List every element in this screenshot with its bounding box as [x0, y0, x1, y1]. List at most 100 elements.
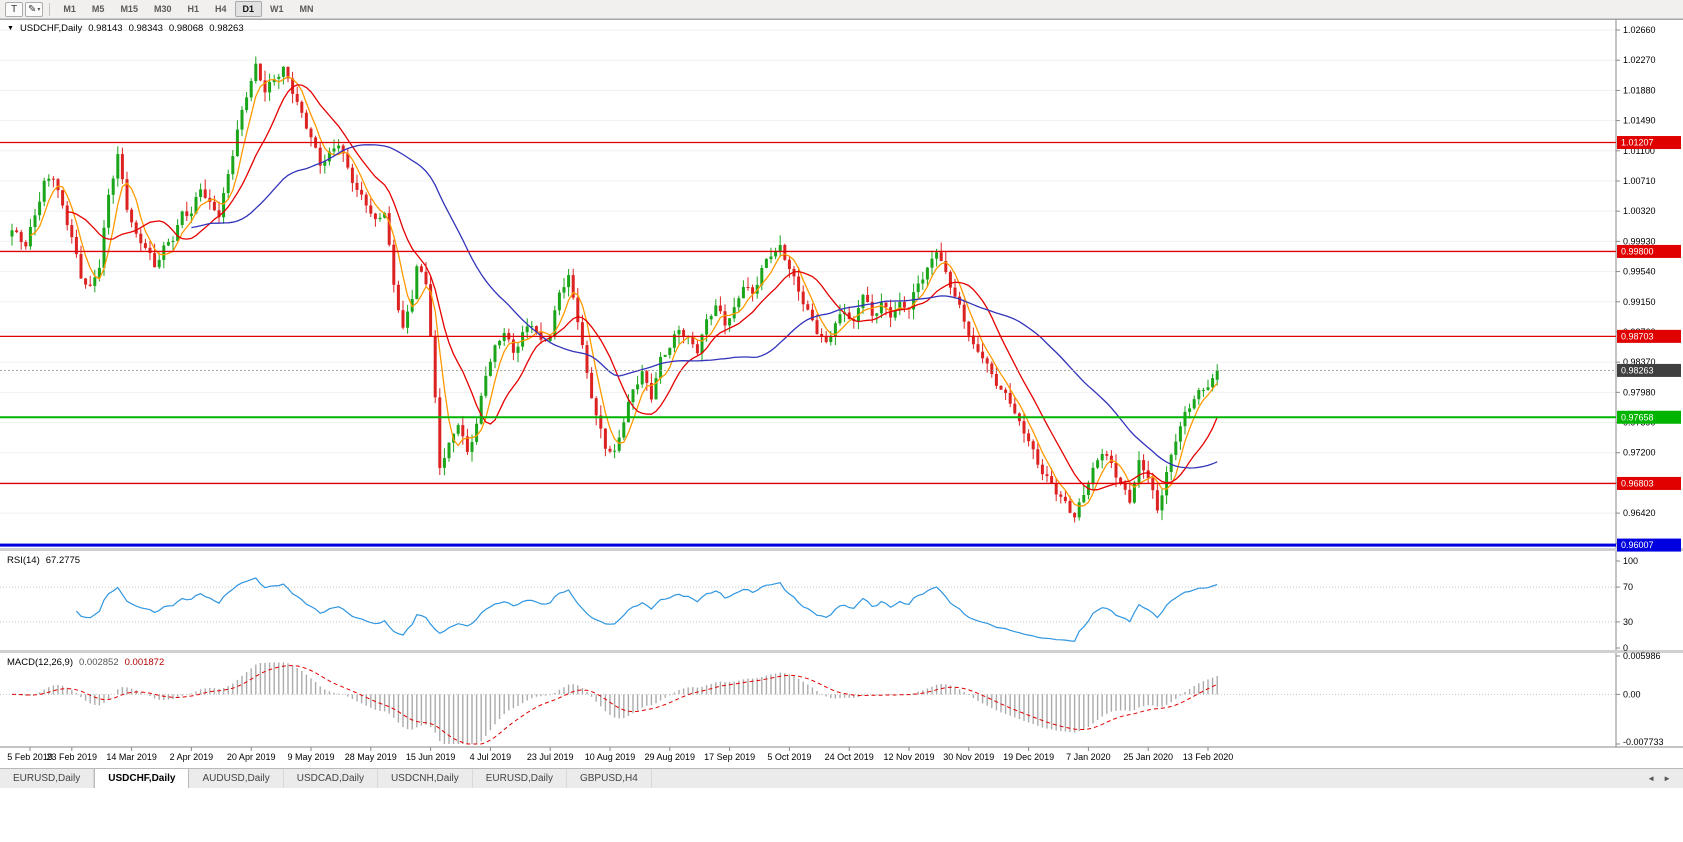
svg-text:14 Mar 2019: 14 Mar 2019 [106, 752, 157, 762]
pencil-icon: ✎ [28, 3, 37, 15]
tabs-scroll-left-button[interactable]: ◄ [1647, 774, 1656, 783]
svg-text:1.02270: 1.02270 [1623, 55, 1656, 65]
svg-text:5 Feb 2019: 5 Feb 2019 [7, 752, 53, 762]
macd-indicator-label: MACD(12,26,9) 0.002852 0.001872 [7, 657, 164, 668]
symbol-label: USDCHF,Daily [19, 23, 83, 34]
time-scale[interactable] [0, 747, 1616, 765]
svg-text:28 May 2019: 28 May 2019 [345, 752, 397, 762]
frame-layer [0, 19, 1683, 748]
svg-text:30: 30 [1623, 617, 1633, 627]
open-value: 0.98143 [88, 23, 123, 34]
level-price-badge [1617, 136, 1681, 150]
rsi-layer [0, 577, 1616, 642]
svg-text:0: 0 [1623, 643, 1628, 653]
chart-tab-usdcad-daily[interactable]: USDCAD,Daily [283, 769, 378, 788]
toolbar-separator [49, 2, 51, 16]
svg-text:0.99800: 0.99800 [1621, 246, 1654, 256]
svg-text:15 Jun 2019: 15 Jun 2019 [406, 752, 456, 762]
macd-layer [0, 662, 1616, 745]
macd-value: 0.002852 [79, 657, 119, 668]
svg-text:24 Oct 2019: 24 Oct 2019 [825, 752, 874, 762]
svg-text:0.96803: 0.96803 [1621, 478, 1654, 488]
candles-layer [10, 56, 1219, 523]
svg-text:1.00320: 1.00320 [1623, 206, 1656, 216]
svg-text:13 Feb 2020: 13 Feb 2020 [1183, 752, 1234, 762]
svg-text:30 Nov 2019: 30 Nov 2019 [943, 752, 994, 762]
chart-tabs: EURUSD,Daily USDCHF,Daily AUDUSD,Daily USDC… [0, 769, 652, 788]
levels-layer [0, 141, 1616, 547]
svg-text:1.01880: 1.01880 [1623, 85, 1656, 95]
pane-divider[interactable] [0, 650, 1683, 653]
timeframe-button-m1[interactable]: M1 [55, 1, 84, 17]
main-chart-pane[interactable] [0, 20, 1616, 546]
chart-tab-gbpusd-h4[interactable]: GBPUSD,H4 [566, 769, 652, 788]
timeframe-button-h1[interactable]: H1 [179, 1, 207, 17]
svg-text:23 Feb 2019: 23 Feb 2019 [47, 752, 98, 762]
svg-text:0.98703: 0.98703 [1621, 331, 1654, 341]
sma-13-line [67, 84, 1218, 491]
svg-text:25 Jan 2020: 25 Jan 2020 [1123, 752, 1173, 762]
timeframe-button-mn[interactable]: MN [292, 1, 322, 17]
timeframe-button-group: M1 M5 M15 M30 H1 H4 D1 W1 MN [55, 1, 321, 17]
close-value: 0.98263 [209, 23, 244, 34]
tab-scroll-controls: ◄ ► [1635, 769, 1683, 788]
level-price-badge [1617, 410, 1681, 424]
svg-text:0.005986: 0.005986 [1623, 651, 1661, 661]
rsi-pane[interactable] [0, 552, 1616, 648]
rsi-indicator-label: RSI(14) 67.2775 [7, 555, 80, 566]
draw-tool-button[interactable]: ✎ ▾ [25, 1, 44, 17]
chart-tab-eurusd-daily[interactable]: EURUSD,Daily [0, 769, 95, 788]
timeframe-button-w1[interactable]: W1 [262, 1, 292, 17]
svg-text:0.98370: 0.98370 [1623, 357, 1656, 367]
high-value: 0.98343 [128, 23, 163, 34]
timeframe-button-m5[interactable]: M5 [84, 1, 113, 17]
timeframe-button-d1[interactable]: D1 [234, 1, 263, 17]
level-price-badge [1617, 329, 1681, 343]
svg-text:1.01490: 1.01490 [1623, 116, 1656, 126]
svg-text:23 Jul 2019: 23 Jul 2019 [527, 752, 574, 762]
svg-text:0.96420: 0.96420 [1623, 508, 1656, 518]
timeframe-button-m15[interactable]: M15 [112, 1, 146, 17]
chart-tab-usdchf-daily[interactable]: USDCHF,Daily [94, 769, 190, 788]
chart-tab-usdcnh-daily[interactable]: USDCNH,Daily [377, 769, 473, 788]
svg-text:0.97980: 0.97980 [1623, 387, 1656, 397]
pane-divider[interactable] [0, 548, 1683, 551]
rsi-value: 67.2775 [45, 555, 81, 566]
svg-text:70: 70 [1623, 582, 1633, 592]
svg-text:29 Aug 2019: 29 Aug 2019 [645, 752, 696, 762]
svg-text:0.99930: 0.99930 [1623, 236, 1656, 246]
level-price-badge [1617, 476, 1681, 490]
svg-text:0.97200: 0.97200 [1623, 448, 1656, 458]
svg-text:0.98263: 0.98263 [1621, 365, 1654, 375]
tabs-scroll-right-button[interactable]: ► [1663, 774, 1671, 783]
level-price-badge [1617, 538, 1681, 552]
svg-text:1.01207: 1.01207 [1621, 138, 1654, 148]
macd-pane[interactable] [0, 653, 1616, 745]
svg-text:1.02660: 1.02660 [1623, 25, 1656, 35]
dates-layer: 5 Feb 201923 Feb 2019 14 Mar 2019 2 Apr 20… [7, 747, 1233, 762]
level-price-badge [1617, 244, 1681, 258]
chart-tab-audusd-daily[interactable]: AUDUSD,Daily [189, 769, 284, 788]
svg-text:19 Dec 2019: 19 Dec 2019 [1003, 752, 1054, 762]
symbol-dropdown-icon[interactable]: ▼ [7, 25, 14, 32]
price-scale[interactable] [1616, 20, 1683, 747]
svg-text:0.99150: 0.99150 [1623, 297, 1656, 307]
chart-tab-bar: EURUSD,Daily USDCHF,Daily AUDUSD,Daily USDC… [0, 768, 1683, 788]
chevron-down-icon: ▾ [37, 6, 41, 13]
timeframe-button-h4[interactable]: H4 [207, 1, 235, 17]
low-value: 0.98068 [168, 23, 204, 34]
svg-text:0.97658: 0.97658 [1621, 412, 1654, 422]
svg-text:2 Apr 2019: 2 Apr 2019 [170, 752, 214, 762]
macd-name: MACD(12,26,9) [7, 657, 73, 668]
current-price-badge [1617, 363, 1681, 377]
svg-text:10 Aug 2019: 10 Aug 2019 [585, 752, 636, 762]
chart-tab-eurusd-daily[interactable]: EURUSD,Daily [472, 769, 567, 788]
svg-text:17 Sep 2019: 17 Sep 2019 [704, 752, 755, 762]
svg-text:5 Oct 2019: 5 Oct 2019 [767, 752, 811, 762]
timeframe-button-m30[interactable]: M30 [146, 1, 180, 17]
text-tool-button[interactable]: T [5, 1, 23, 17]
svg-text:1.01100: 1.01100 [1623, 146, 1655, 156]
chart-ohlc-header: ▼ USDCHF,Daily 0.98143 0.98343 0.98068 0… [7, 23, 244, 34]
svg-text:12 Nov 2019: 12 Nov 2019 [883, 752, 934, 762]
